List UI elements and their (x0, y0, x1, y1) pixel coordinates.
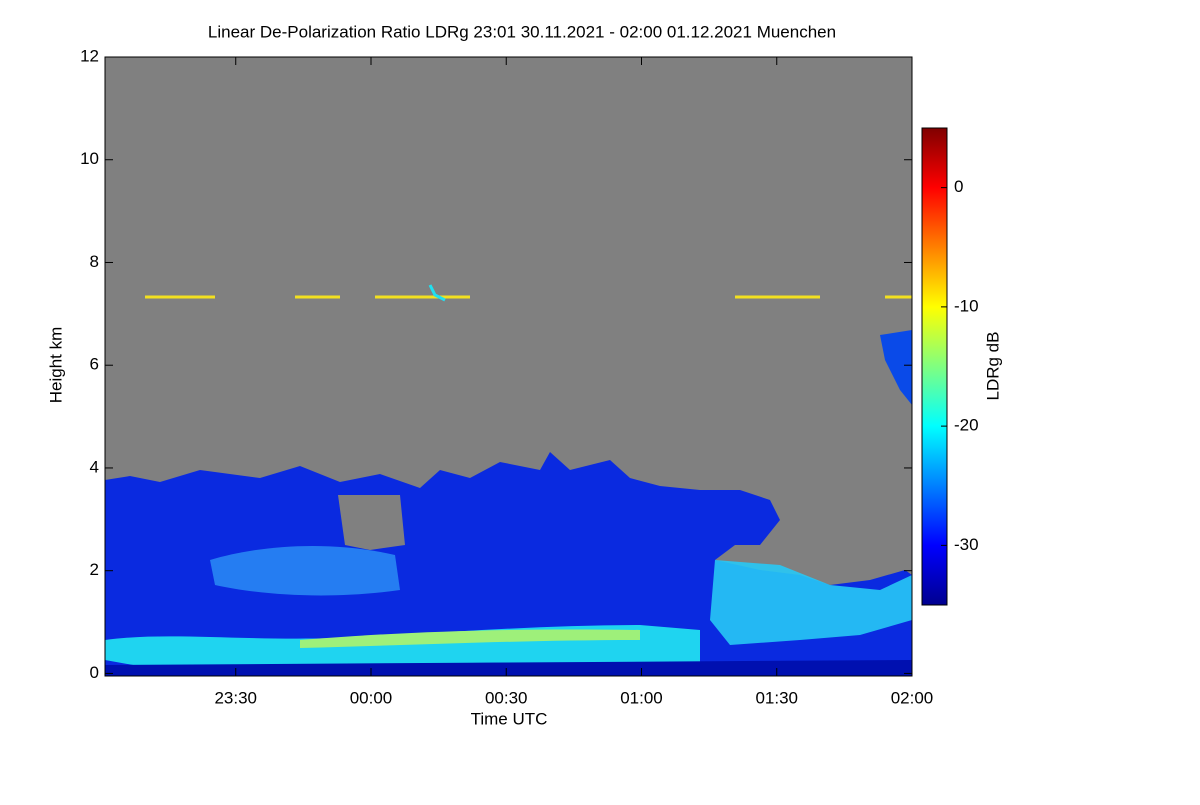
y-tick-label: 4 (90, 457, 99, 476)
colorbar (921, 127, 948, 606)
thin-layer-cyan (428, 284, 446, 302)
colorbar-label: LDRg dB (983, 332, 1002, 401)
colorbar-tick-label: 0 (954, 177, 963, 196)
x-tick-label: 00:30 (485, 688, 528, 707)
y-tick-label: 0 (90, 663, 99, 682)
y-tick-label: 2 (90, 560, 99, 579)
upper-patch (880, 330, 912, 405)
y-tick-label: 12 (80, 46, 99, 65)
field (105, 284, 912, 676)
y-axis-label: Height km (46, 327, 65, 404)
chart-title: Linear De-Polarization Ratio LDRg 23:01 … (208, 22, 836, 41)
right-region (710, 560, 912, 645)
y-tick-label: 6 (90, 355, 99, 374)
x-tick-label: 02:00 (891, 688, 934, 707)
x-axis-label: Time UTC (471, 709, 548, 728)
colorbar-tick-label: -30 (954, 535, 979, 554)
y-tick-label: 8 (90, 252, 99, 271)
x-tick-label: 00:00 (350, 688, 393, 707)
y-tick-label: 10 (80, 149, 99, 168)
colorbar-tick-label: -20 (954, 416, 979, 435)
colorbar-tick-label: -10 (954, 296, 979, 315)
plot-frame (104, 56, 913, 677)
ground-strip (105, 660, 912, 676)
x-tick-label: 23:30 (214, 688, 257, 707)
low-band-core (300, 629, 640, 648)
gray-gap (338, 495, 405, 550)
x-tick-label: 01:00 (620, 688, 663, 707)
cyan-blob (210, 545, 400, 596)
x-tick-label: 01:30 (755, 688, 798, 707)
